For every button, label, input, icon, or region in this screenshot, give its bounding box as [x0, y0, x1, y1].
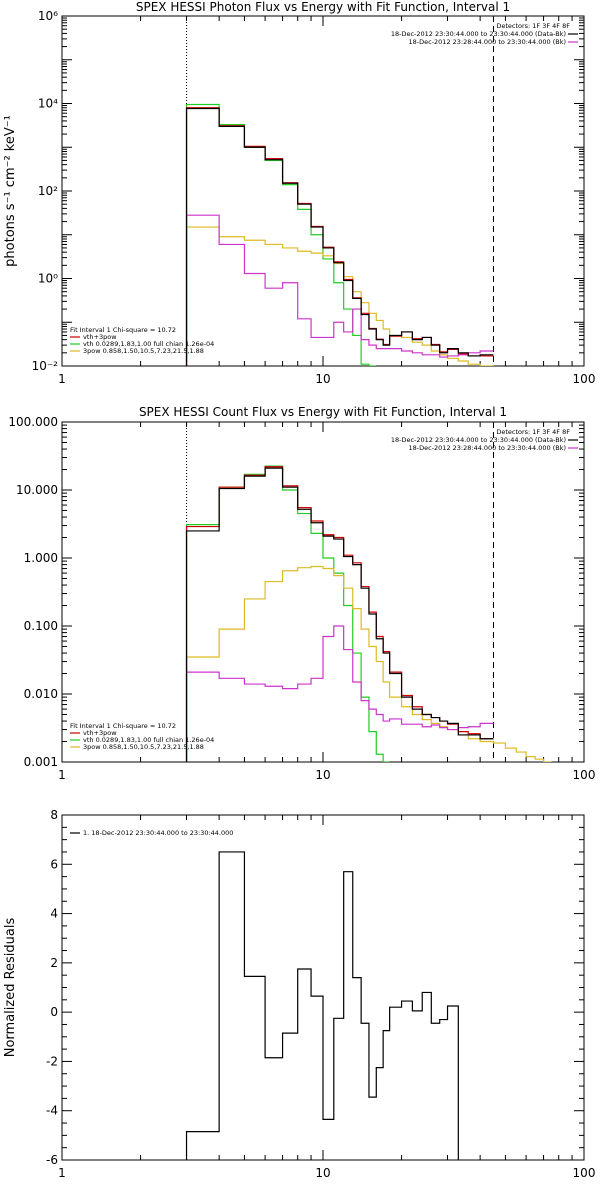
- y-tick-label: 4: [50, 907, 58, 921]
- y-tick-label: 6: [50, 857, 58, 871]
- x-tick-label: 1: [58, 372, 66, 386]
- y-tick-label: 10²: [38, 184, 58, 198]
- y-tick-label: 100.000: [8, 415, 58, 429]
- panel-3: 1 10 100 -6 -4 -2 0 2 4 6 8 Normalized Residuals 1. …: [3, 808, 595, 1180]
- y-tick-label: -4: [46, 1104, 58, 1118]
- y-tick-label: 10⁻²: [32, 359, 59, 373]
- series-data: [185, 467, 494, 762]
- series-data: [185, 107, 494, 366]
- plot-frame: [61, 421, 585, 763]
- panel-1: SPEX HESSI Photon Flux vs Energy with Fi…: [3, 0, 595, 386]
- series-background: [185, 214, 494, 366]
- panel-2: SPEX HESSI Count Flux vs Energy with Fit…: [8, 405, 595, 782]
- y-tick-label: 2: [50, 956, 58, 970]
- series-vth: [185, 465, 390, 762]
- legend-right-entry: 18-Dec-2012 23:30:44.000 to 23:30:44.000…: [391, 436, 566, 444]
- y-tick-label: 10.000: [16, 483, 58, 497]
- legend-left-entry: 1. 18-Dec-2012 23:30:44.000 to 23:30:44.…: [83, 829, 233, 837]
- legend-right-entry: 18-Dec-2012 23:30:44.000 to 23:30:44.000…: [391, 30, 566, 38]
- y-tick-label: 0.001: [24, 755, 58, 769]
- y-tick-label: -2: [46, 1054, 58, 1068]
- series-pow: [185, 226, 494, 366]
- chart-title: SPEX HESSI Count Flux vs Energy with Fit…: [139, 405, 507, 419]
- x-tick-label: 100: [573, 768, 596, 782]
- series-data: [185, 851, 459, 1160]
- legend-right-entry: 18-Dec-2012 23:28:44.000 to 23:30:44.000…: [409, 444, 567, 452]
- y-tick-label: 0: [50, 1005, 58, 1019]
- legend-left-entry: vth 0.0289,1.83,1.00 full chian 1.26e-04: [83, 340, 214, 348]
- legend-fit-header: Fit Interval 1 Chi-square = 10.72: [70, 326, 176, 334]
- y-tick-label: 10⁶: [38, 9, 58, 23]
- x-tick-label: 1: [58, 1166, 66, 1180]
- legend-left-entry: 3pow 0.858,1.50,10.5,7.23,21.5,1.88: [83, 347, 204, 355]
- y-tick-label: 0.010: [24, 687, 58, 701]
- legend-left-entry: vth 0.0289,1.83,1.00 full chian 1.26e-04: [83, 736, 214, 744]
- series-vth: [185, 103, 377, 366]
- legend-left-entry: vth+3pow: [83, 333, 117, 341]
- y-tick-label: 10⁰: [38, 272, 58, 286]
- y-tick-label: 0.100: [24, 619, 58, 633]
- series-pow: [185, 565, 552, 762]
- y-tick-label: -6: [46, 1153, 58, 1167]
- x-tick-label: 10: [315, 372, 330, 386]
- y-axis-label: Normalized Residuals: [3, 918, 18, 1058]
- legend-detectors: Detectors: 1F 3F 4F 8F: [496, 22, 570, 30]
- plot-frame: [61, 15, 585, 367]
- chart-title: SPEX HESSI Photon Flux vs Energy with Fi…: [136, 0, 510, 14]
- legend-left-entry: vth+3pow: [83, 729, 117, 737]
- legend-detectors: Detectors: 1F 3F 4F 8F: [496, 428, 570, 436]
- legend-left-entry: 3pow 0.858,1.50,10.5,7.23,21.5,1.88: [83, 743, 204, 751]
- y-axis-label: photons s⁻¹ cm⁻² keV⁻¹: [3, 115, 18, 267]
- x-tick-label: 1: [58, 768, 66, 782]
- x-tick-label: 10: [315, 768, 330, 782]
- x-tick-label: 100: [573, 1166, 596, 1180]
- series-background: [185, 625, 494, 762]
- legend-fit-header: Fit Interval 1 Chi-square = 10.72: [70, 722, 176, 730]
- y-tick-label: 10⁴: [38, 97, 58, 111]
- series-model-total: [185, 466, 494, 762]
- x-tick-label: 10: [315, 1166, 330, 1180]
- legend-right-entry: 18-Dec-2012 23:28:44.000 to 23:30:44.000…: [409, 38, 567, 46]
- y-tick-label: 1.000: [24, 551, 58, 565]
- x-tick-label: 100: [573, 372, 596, 386]
- y-tick-label: 8: [50, 808, 58, 822]
